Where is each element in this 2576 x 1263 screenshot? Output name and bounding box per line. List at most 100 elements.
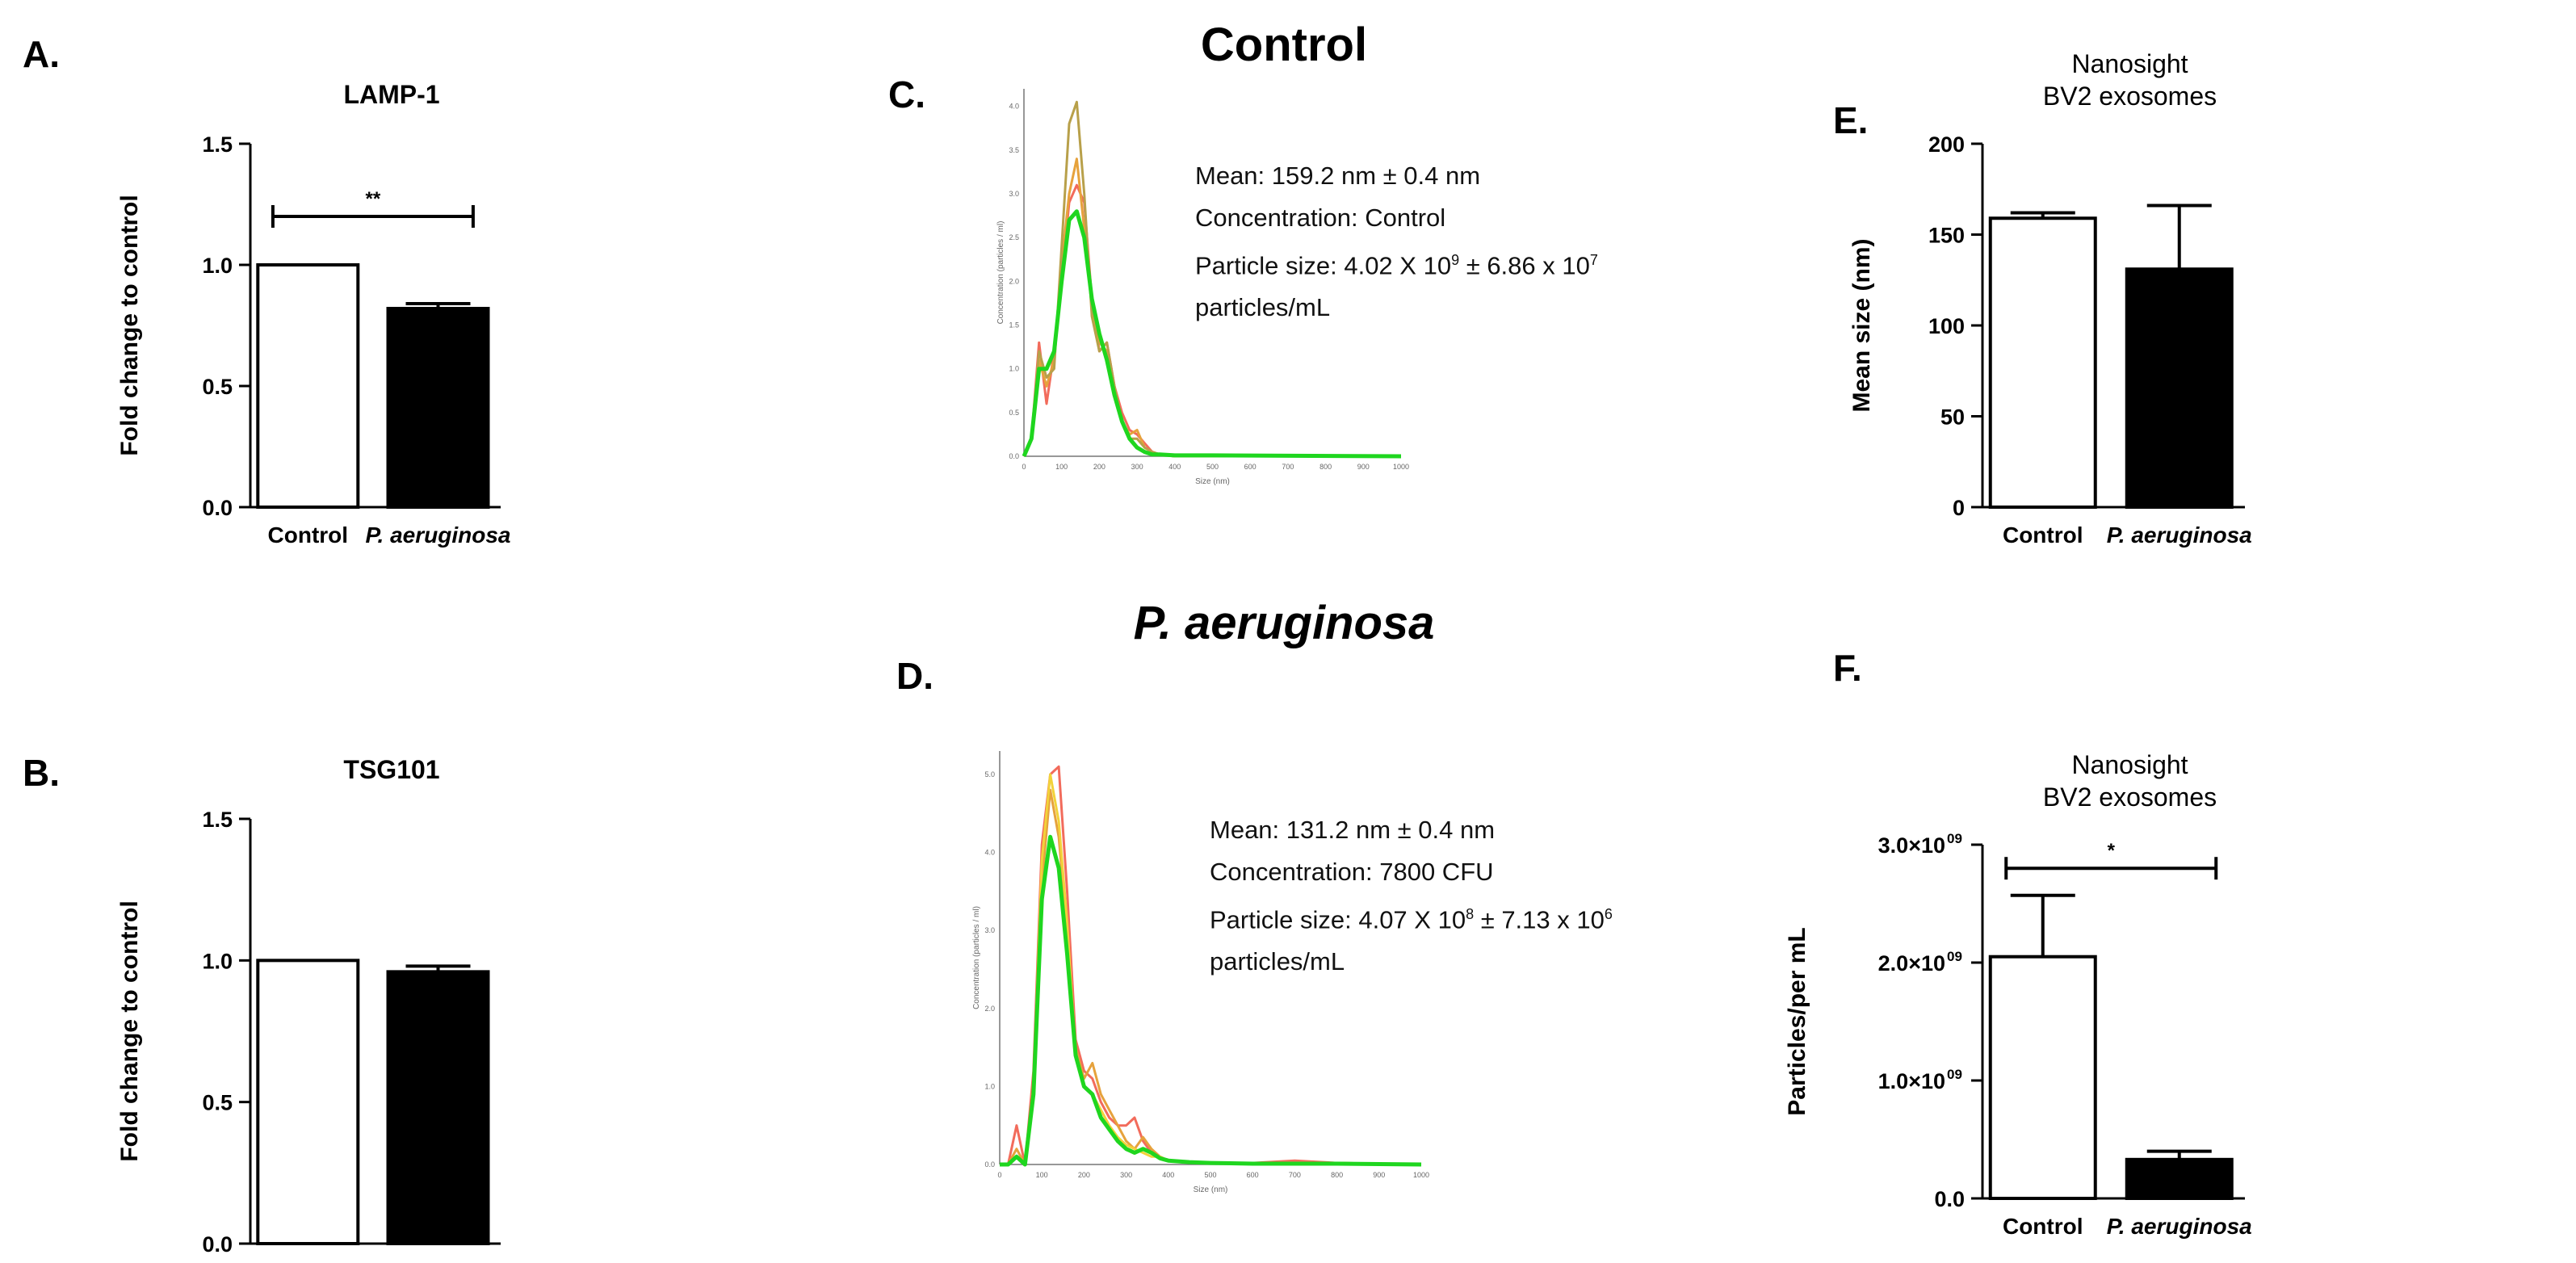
chart-b-x-tick-label: Control bbox=[268, 1259, 349, 1263]
chart-f-y-label: Particles/per mL bbox=[1784, 927, 1810, 1115]
panel-letter-f: F. bbox=[1833, 647, 1862, 689]
control-concentration-text: Concentration: Control bbox=[1195, 204, 1446, 232]
control-stats-annotation: Mean: 159.2 nm ± 0.4 nm Concentration: C… bbox=[1195, 155, 1598, 329]
chart-a-x-tick-label: Control bbox=[268, 522, 349, 548]
panel-letter-d: D. bbox=[896, 655, 933, 697]
chart-e-y-tick-label: 0 bbox=[1953, 496, 1965, 520]
chart-c-y-tick-label: 1.5 bbox=[1009, 321, 1019, 329]
chart-b-title: TSG101 bbox=[343, 755, 439, 784]
panel-letter-c: C. bbox=[888, 73, 925, 115]
control-heading: Control bbox=[1200, 19, 1368, 71]
chart-d-y-tick-label: 3.0 bbox=[984, 926, 995, 934]
chart-c-x-tick-label: 700 bbox=[1282, 463, 1294, 471]
chart-f-x-tick-label: P. aeruginosa bbox=[2107, 1214, 2252, 1239]
chart-e-title-line-1: BV2 exosomes bbox=[2043, 82, 2217, 111]
chart-a-bar-pa bbox=[386, 307, 490, 509]
chart-c-y-tick-label: 3.0 bbox=[1009, 190, 1019, 198]
pa-particle-unit-text: particles/mL bbox=[1210, 947, 1345, 976]
control-particle-unit-text: particles/mL bbox=[1195, 293, 1331, 322]
chart-d-x-tick-label: 200 bbox=[1078, 1171, 1090, 1179]
chart-f-title-line-0: Nanosight bbox=[2071, 750, 2188, 779]
chart-e-x-tick-label: P. aeruginosa bbox=[2107, 522, 2252, 548]
chart-c-x-tick-label: 800 bbox=[1319, 463, 1332, 471]
chart-c-y-tick-label: 1.0 bbox=[1009, 365, 1019, 373]
chart-c-y-tick-label: 0.0 bbox=[1009, 452, 1019, 460]
chart-d-series-run-green bbox=[1000, 834, 1422, 1167]
chart-c-x-tick-label: 600 bbox=[1244, 463, 1257, 471]
chart-f-y-tick-label: 1.0×10 bbox=[1878, 1069, 1945, 1093]
chart-d-x-tick-label: 1000 bbox=[1413, 1171, 1429, 1179]
chart-c-x-label: Size (nm) bbox=[1195, 477, 1230, 486]
chart-c-x-tick-label: 0 bbox=[1022, 463, 1026, 471]
chart-e-y-tick-label: 200 bbox=[1928, 132, 1965, 157]
chart-c-y-label: Concentration (particles / ml) bbox=[996, 221, 1005, 325]
chart-c-x-tick-label: 300 bbox=[1131, 463, 1143, 471]
chart-f-y-tick-exponent: 09 bbox=[1947, 949, 1962, 964]
chart-d-x-tick-label: 900 bbox=[1373, 1171, 1385, 1179]
chart-f-significance-label: * bbox=[2108, 840, 2116, 862]
chart-a-y-tick-label: 0.0 bbox=[202, 496, 233, 520]
pa-mean-text: Mean: 131.2 nm ± 0.4 nm bbox=[1210, 816, 1496, 844]
chart-c-x-tick-label: 100 bbox=[1055, 463, 1068, 471]
chart-d-y-tick-label: 0.0 bbox=[984, 1160, 995, 1169]
chart-a-y-tick-label: 0.5 bbox=[202, 375, 233, 399]
chart-d-y-tick-label: 4.0 bbox=[984, 849, 995, 857]
chart-d-x-tick-label: 500 bbox=[1204, 1171, 1216, 1179]
chart-c-y-tick-label: 0.5 bbox=[1009, 409, 1019, 417]
chart-f-bar-control bbox=[1988, 955, 2097, 1200]
chart-f-x-tick-label: Control bbox=[2003, 1214, 2083, 1239]
panel-letter-a: A. bbox=[23, 33, 60, 75]
chart-a-x-tick-label: P. aeruginosa bbox=[365, 522, 510, 548]
pa-stats-annotation: Mean: 131.2 nm ± 0.4 nm Concentration: 7… bbox=[1210, 809, 1613, 983]
chart-b-x-tick-label: P. aeruginosa bbox=[365, 1259, 510, 1263]
chart-b-y-tick-label: 0.5 bbox=[202, 1091, 233, 1115]
chart-d-x-tick-label: 700 bbox=[1289, 1171, 1301, 1179]
chart-c-y-tick-label: 2.5 bbox=[1009, 233, 1019, 241]
chart-e-title-line-0: Nanosight bbox=[2071, 49, 2188, 78]
chart-a-y-tick-label: 1.0 bbox=[202, 254, 233, 278]
chart-d-x-tick-label: 0 bbox=[997, 1171, 1001, 1179]
tsg101-bar-chart: TSG101 0.0 0.5 1.0 1.5 Fold change to control… bbox=[116, 755, 511, 1263]
chart-a-bar-control bbox=[256, 263, 360, 509]
chart-c-series-run-green bbox=[1022, 209, 1402, 459]
chart-a-y-label: Fold change to control bbox=[116, 195, 143, 455]
control-mean-text: Mean: 159.2 nm ± 0.4 nm bbox=[1195, 162, 1481, 190]
chart-d-x-tick-label: 100 bbox=[1036, 1171, 1048, 1179]
chart-b-y-tick-label: 1.0 bbox=[202, 949, 233, 973]
chart-b-y-tick-label: 1.5 bbox=[202, 808, 233, 832]
chart-c-x-tick-label: 1000 bbox=[1393, 463, 1409, 471]
chart-e-y-tick-label: 50 bbox=[1940, 405, 1965, 430]
pa-concentration-text: Concentration: 7800 CFU bbox=[1210, 858, 1494, 886]
chart-f-y-tick-label: 0.0 bbox=[1934, 1187, 1965, 1211]
chart-b-bar-control bbox=[256, 959, 360, 1246]
chart-c-y-tick-label: 2.0 bbox=[1009, 277, 1019, 285]
chart-f-y-tick-exponent: 09 bbox=[1947, 831, 1962, 846]
chart-f-y-tick-label: 2.0×10 bbox=[1878, 951, 1945, 976]
panel-letter-e: E. bbox=[1833, 99, 1869, 141]
control-size-distribution-chart: 0 100 200 300 400 500 600 700 800 900 1000 0.0 0.5 1.… bbox=[996, 89, 1409, 486]
chart-e-bar-pa bbox=[2125, 267, 2234, 509]
chart-c-x-tick-label: 200 bbox=[1093, 463, 1105, 471]
chart-c-y-tick-label: 3.5 bbox=[1009, 146, 1019, 154]
chart-e-bar-control bbox=[1988, 216, 2097, 509]
chart-d-x-tick-label: 400 bbox=[1162, 1171, 1174, 1179]
pa-particle-size-text: Particle size: 4.07 X 108 ± 7.13 x 106 bbox=[1210, 905, 1613, 934]
chart-d-x-tick-label: 800 bbox=[1331, 1171, 1343, 1179]
chart-e-y-tick-label: 100 bbox=[1928, 314, 1965, 338]
chart-f-y-tick-label: 3.0×10 bbox=[1878, 833, 1945, 858]
lamp1-bar-chart: LAMP-1 0.0 0.5 1.0 1.5 Fold change to control… bbox=[116, 80, 511, 548]
chart-f-title-line-1: BV2 exosomes bbox=[2043, 783, 2217, 812]
chart-e-y-label: Mean size (nm) bbox=[1848, 238, 1875, 412]
chart-d-y-label: Concentration (particles / ml) bbox=[972, 906, 981, 1009]
panel-letter-b: B. bbox=[23, 752, 60, 794]
chart-b-y-tick-label: 0.0 bbox=[202, 1232, 233, 1257]
chart-d-y-tick-label: 1.0 bbox=[984, 1082, 995, 1090]
chart-c-x-tick-label: 900 bbox=[1357, 463, 1370, 471]
chart-d-x-label: Size (nm) bbox=[1194, 1185, 1228, 1194]
chart-b-bar-pa bbox=[386, 970, 490, 1245]
control-particle-size-text: Particle size: 4.02 X 109 ± 6.86 x 107 bbox=[1195, 251, 1598, 280]
chart-f-bar-pa bbox=[2125, 1157, 2234, 1200]
chart-d-y-tick-label: 2.0 bbox=[984, 1005, 995, 1013]
